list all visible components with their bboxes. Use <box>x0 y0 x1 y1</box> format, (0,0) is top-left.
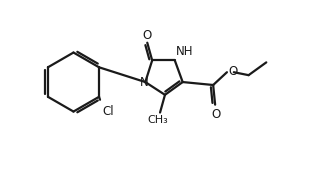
Text: O: O <box>228 65 237 78</box>
Text: Cl: Cl <box>102 105 114 118</box>
Text: CH₃: CH₃ <box>148 115 169 124</box>
Text: NH: NH <box>176 45 193 58</box>
Text: O: O <box>212 108 221 121</box>
Text: O: O <box>143 29 152 42</box>
Text: N: N <box>140 75 149 89</box>
